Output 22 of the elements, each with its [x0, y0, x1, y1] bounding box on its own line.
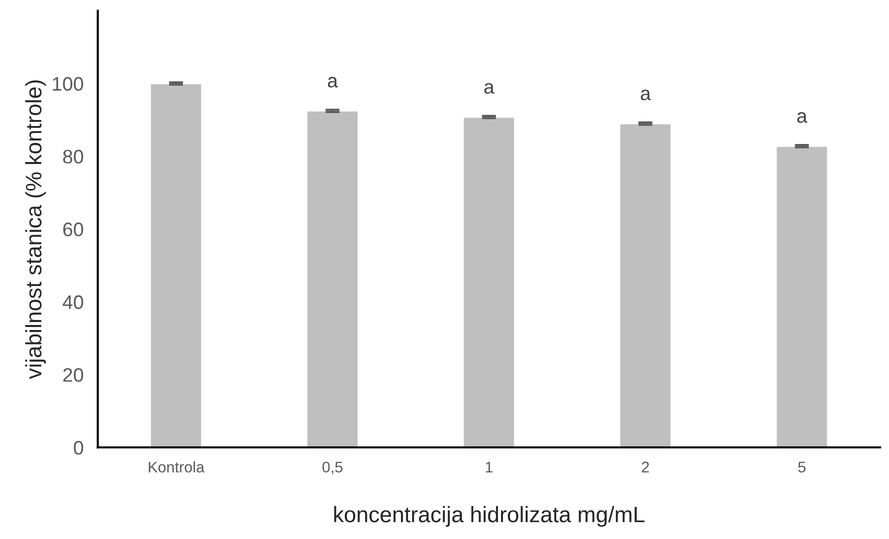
bar [618, 122, 672, 448]
annotation: a [797, 112, 808, 123]
x-tick-label: 5 [798, 462, 806, 472]
y-tick-label: 40 [62, 295, 84, 310]
y-tick-label: 0 [74, 440, 84, 455]
x-axis-title: koncentracija hidrolizata mg/mL [334, 506, 644, 527]
bar [150, 82, 203, 448]
annotation: a [640, 90, 651, 100]
y-axis-title: vijabilnost stanica (% kontrole) [25, 80, 46, 380]
y-tick-label: 20 [63, 368, 84, 382]
y-tick-label: 100 [52, 77, 84, 91]
annotation: a [484, 83, 494, 94]
x-tick-label: Kontrola [148, 461, 204, 472]
bar [775, 145, 828, 448]
bar [462, 116, 516, 448]
x-tick-label: 0,5 [322, 462, 342, 474]
x-tick-label: 2 [642, 462, 649, 472]
annotation: a [328, 76, 338, 88]
x-tick-label: 1 [486, 462, 492, 472]
y-tick-label: 60 [63, 222, 84, 236]
bar [306, 110, 359, 448]
y-tick-label: 80 [63, 150, 84, 164]
